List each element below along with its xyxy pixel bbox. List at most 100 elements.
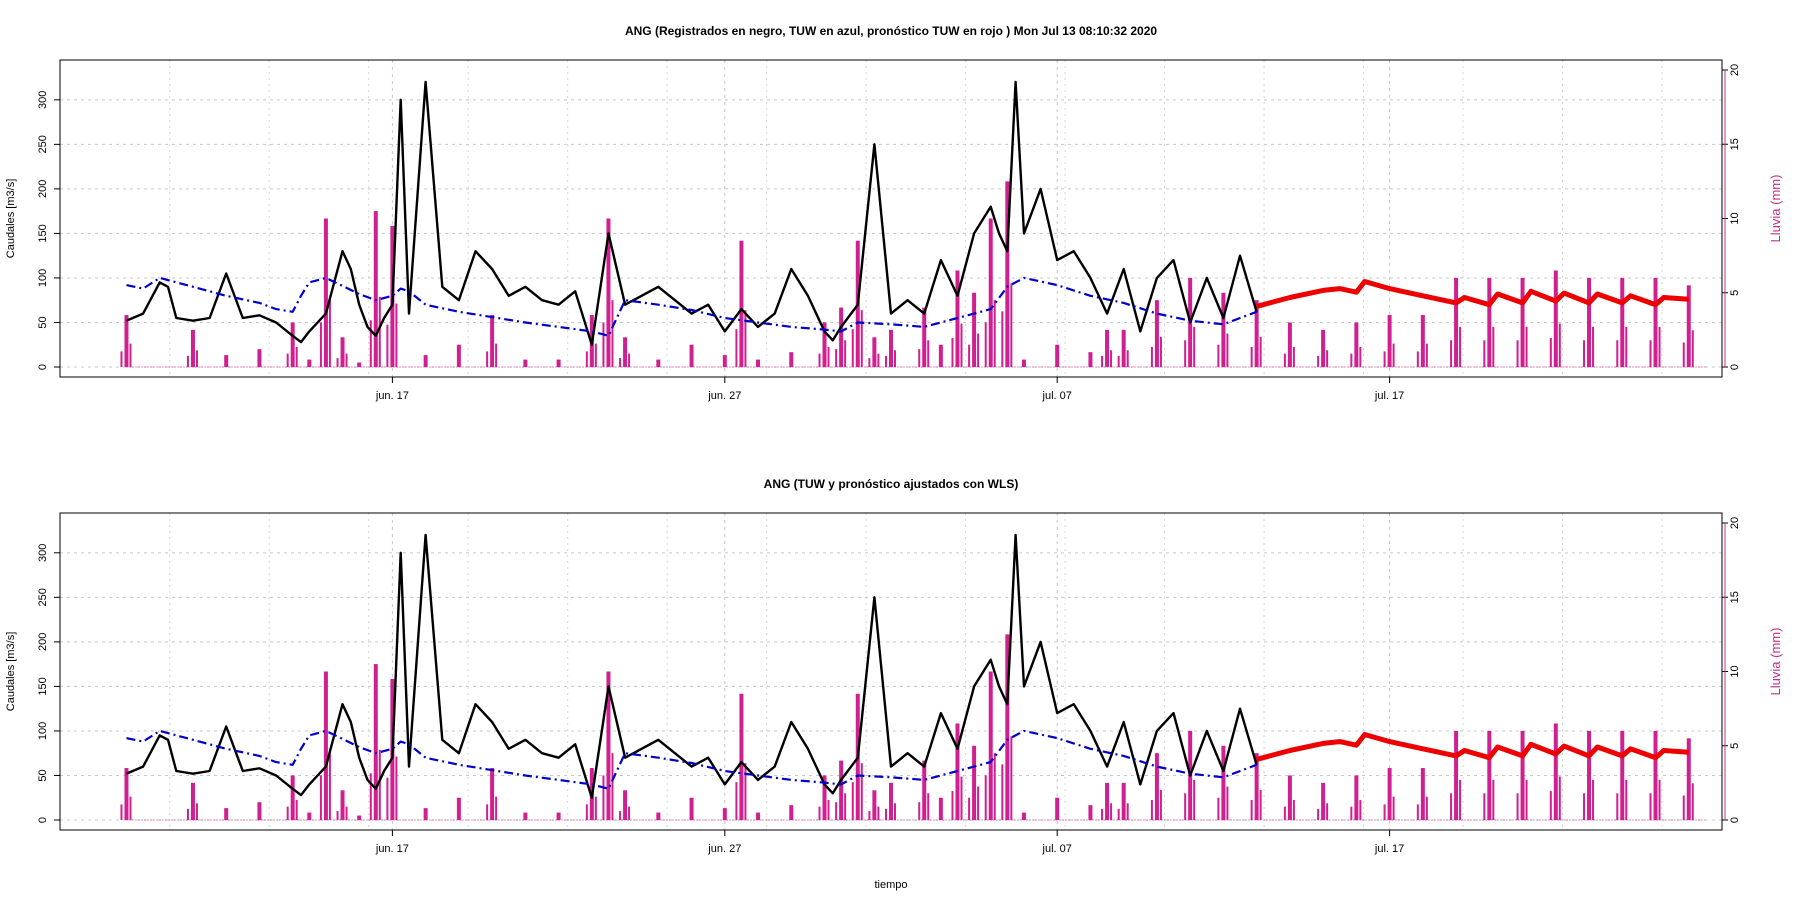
rain-bar	[523, 812, 528, 820]
rain-bar	[495, 796, 498, 820]
rain-bar	[336, 358, 339, 367]
rain-bar	[290, 322, 295, 367]
x-tick-label: jul. 17	[1374, 390, 1404, 402]
rain-bar	[594, 796, 597, 820]
rain-bar	[490, 768, 495, 820]
rain-bar	[839, 307, 844, 367]
rain-bar	[1592, 779, 1595, 820]
rain-bar	[1250, 346, 1253, 367]
rain-bar	[1459, 779, 1462, 820]
rain-bar	[1516, 340, 1519, 367]
rain-bar	[1558, 776, 1561, 820]
rain-bar	[889, 329, 893, 367]
rain-bar	[739, 240, 744, 367]
rain-bar	[1005, 181, 1010, 367]
rain-bar	[735, 329, 738, 367]
rain-bar	[894, 803, 896, 820]
x-tick-label: jun. 27	[707, 390, 741, 402]
rain-bar	[968, 344, 971, 367]
rain-bar	[1154, 753, 1159, 820]
rain-bar	[835, 802, 838, 820]
chart-title: ANG (Registrados en negro, TUW en azul, …	[625, 24, 1157, 38]
rain-bar	[1583, 793, 1586, 820]
rain-bar	[756, 812, 761, 820]
rain-bar	[960, 776, 963, 820]
rain-bar	[1088, 352, 1093, 367]
rain-bar	[739, 693, 744, 820]
rain-bar	[378, 296, 381, 367]
rain-bar	[190, 329, 195, 367]
rain-bar	[1259, 789, 1262, 820]
rain-bar	[1221, 745, 1226, 820]
rain-bar	[938, 344, 943, 367]
rain-bar	[286, 806, 289, 820]
rain-bar	[623, 337, 628, 367]
rain-bar	[835, 349, 838, 367]
top-chart-panel: 0 50 100 150 200 250 300 0 5 10 15 20 jun. 17 jun. 27…	[5, 24, 1783, 402]
rain-bar	[328, 300, 331, 367]
series-forecast	[1255, 279, 1689, 309]
rain-bar	[1001, 764, 1004, 820]
rain-bar	[868, 358, 871, 367]
rain-bar	[319, 775, 322, 820]
y-tick-label: 250	[37, 588, 49, 606]
rain-bar	[1217, 797, 1220, 820]
rain-bar	[1326, 803, 1329, 820]
rain-bar	[373, 211, 378, 367]
y2-tick-label: 0	[1729, 817, 1741, 823]
rain-bar	[1549, 791, 1552, 820]
rain-bar	[1616, 340, 1619, 367]
rain-bar	[1121, 782, 1126, 820]
rain-bar	[611, 753, 614, 820]
rain-bar	[628, 353, 631, 367]
rain-bar	[977, 333, 980, 367]
rain-bar	[1321, 782, 1326, 820]
rain-bar	[1226, 333, 1229, 367]
rain-bar	[495, 343, 498, 367]
rain-bar	[1454, 277, 1459, 367]
x-tick-label: jun. 27	[707, 843, 741, 855]
rain-bar	[977, 786, 980, 820]
rain-bar	[1117, 355, 1120, 367]
rain-bar	[606, 671, 611, 820]
rain-bar	[602, 775, 605, 820]
rain-bar	[988, 218, 993, 367]
rain-bar	[307, 359, 312, 367]
y2-tick-label: 20	[1729, 64, 1741, 76]
y-axis-label: Caudales [m3/s]	[5, 179, 17, 258]
rain-bar	[1587, 730, 1592, 820]
rain-bar	[1105, 329, 1110, 367]
rain-bar	[611, 300, 614, 367]
rain-bar	[1549, 338, 1552, 367]
y2-axis-label: Lluvia (mm)	[1768, 628, 1783, 696]
rain-bar	[186, 355, 189, 367]
rain-bar	[456, 797, 461, 820]
y-tick-label: 200	[37, 633, 49, 651]
rain-bar	[345, 353, 348, 367]
x-tick-label: jul. 07	[1042, 843, 1072, 855]
rain-bar	[336, 811, 339, 820]
rain-bar	[1686, 285, 1691, 367]
rain-bar	[756, 359, 761, 367]
rain-bar	[357, 362, 362, 367]
rain-bar	[984, 322, 987, 367]
rain-bar	[1101, 808, 1104, 820]
rain-bar	[868, 811, 871, 820]
rain-bar	[822, 322, 827, 367]
rain-bar	[1354, 775, 1359, 820]
rain-bar	[295, 346, 298, 367]
rain-bar	[918, 802, 921, 820]
rain-bar	[938, 797, 943, 820]
rain-bar	[844, 793, 847, 820]
rain-bar	[120, 351, 123, 367]
rain-bar	[1110, 350, 1113, 367]
rain-bar	[1105, 782, 1110, 820]
rain-bar	[1492, 779, 1495, 820]
rain-bar	[195, 350, 198, 367]
rain-bar	[1483, 340, 1486, 367]
rain-bar	[257, 349, 262, 367]
rain-bar	[523, 359, 528, 367]
y-tick-label: 200	[37, 180, 49, 198]
rain-bar	[722, 355, 727, 367]
